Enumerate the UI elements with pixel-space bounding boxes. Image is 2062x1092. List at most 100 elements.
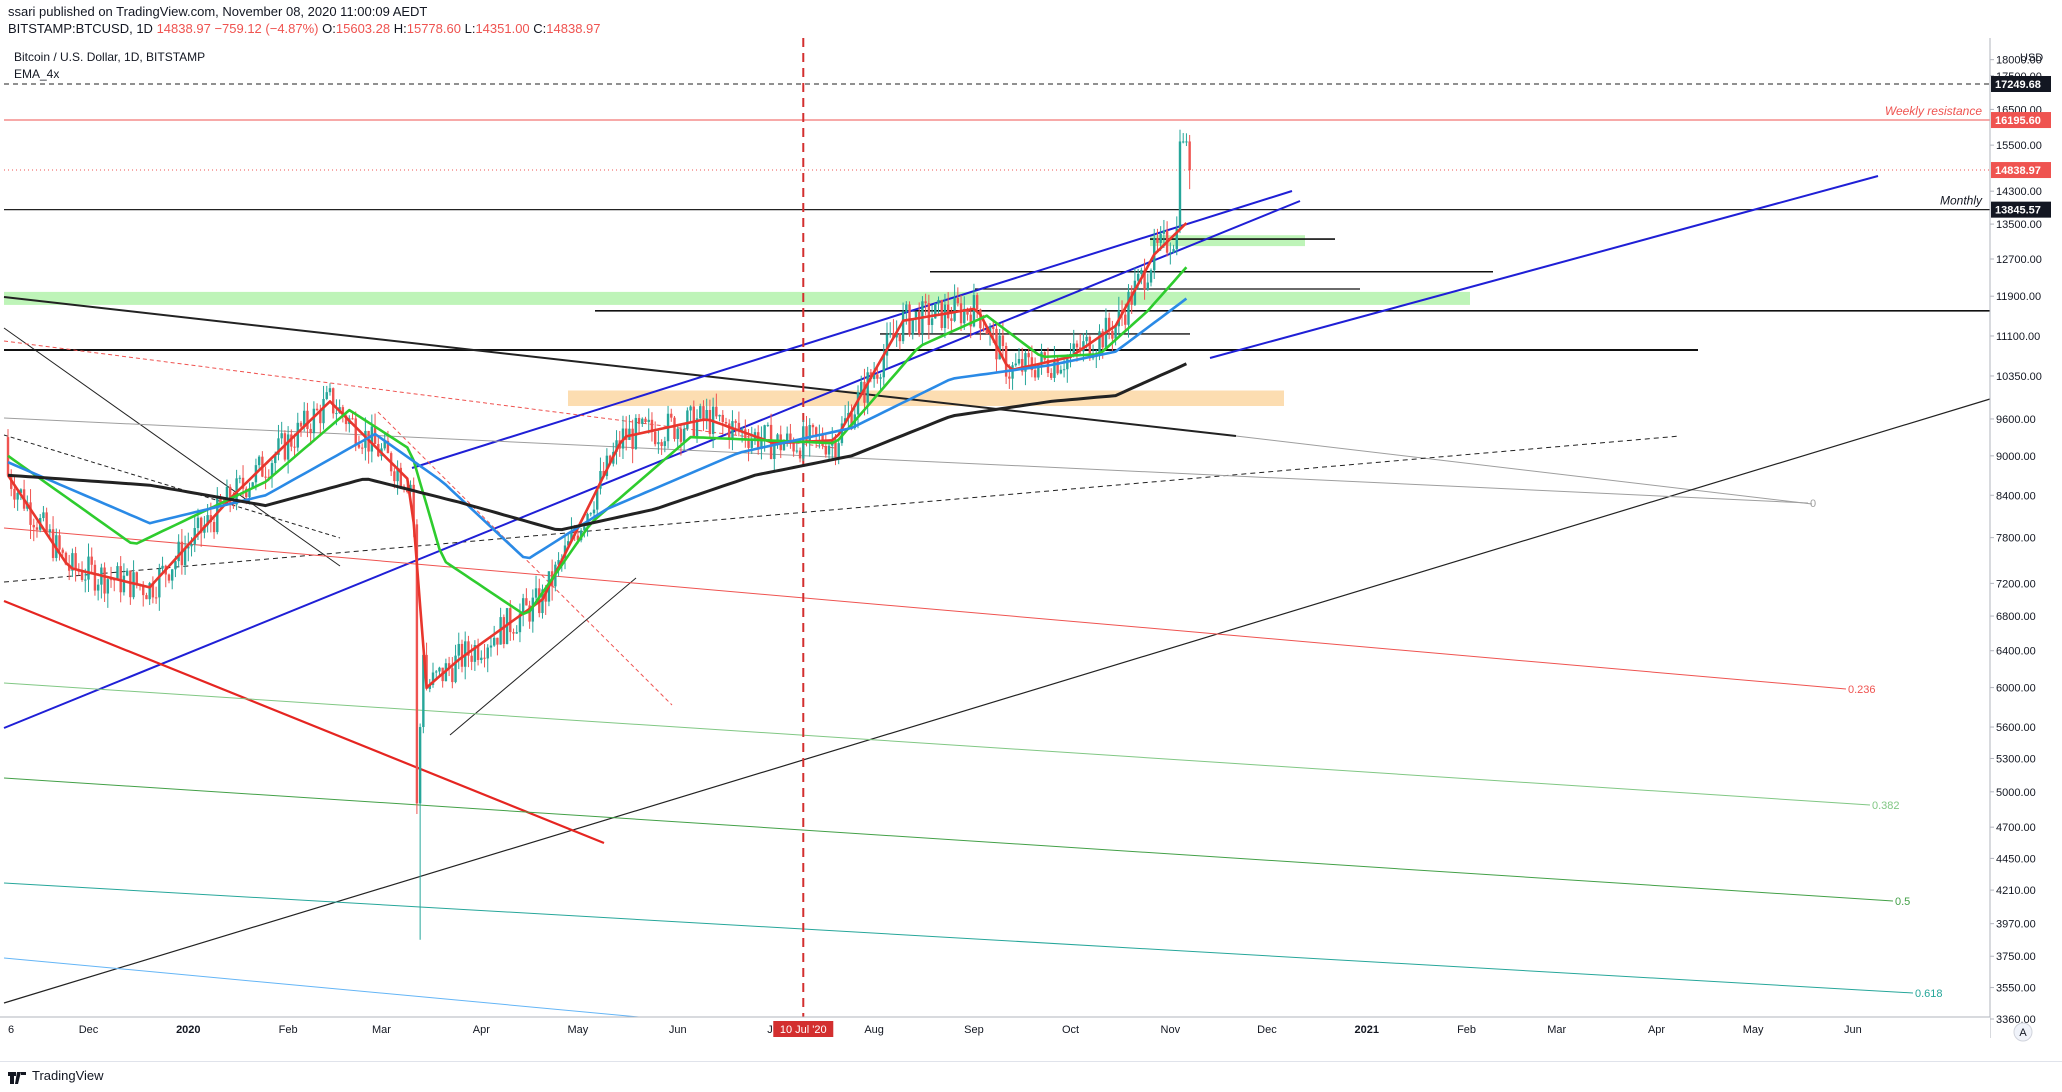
candle-body <box>71 553 74 571</box>
candle-body <box>943 304 947 328</box>
candle-body <box>992 327 995 329</box>
price-badge <box>1991 201 2051 218</box>
candle-body <box>383 440 386 449</box>
candle-body <box>422 654 425 728</box>
candle-body <box>998 335 1001 360</box>
y-tick-label: 5300.00 <box>1996 753 2036 765</box>
high-label: H: <box>393 21 407 36</box>
candle-body <box>502 617 506 645</box>
fib-line-3 <box>3 777 1894 902</box>
chart-frame[interactable]: 0 0.236 0.382 0.5 0.618 Weekly resistance Mont… <box>0 38 2062 1061</box>
candle-body <box>1075 343 1079 348</box>
candle-body <box>1178 141 1182 229</box>
candle-body <box>190 544 193 547</box>
y-tick-label: 14300.00 <box>1996 186 2042 198</box>
candle-body <box>489 645 493 648</box>
y-tick-label: 3550.00 <box>1996 983 2036 995</box>
candle-body <box>286 434 290 460</box>
candle-body <box>473 645 477 662</box>
candle-body <box>567 541 570 546</box>
candle-body <box>518 613 522 633</box>
x-tick-label: Oct <box>1062 1024 1079 1036</box>
candle-body <box>64 552 68 565</box>
candle-body <box>135 572 138 585</box>
currency-label: USD <box>2020 52 2043 64</box>
y-tick-label: 6400.00 <box>1996 646 2036 658</box>
candle-body <box>161 565 164 569</box>
y-tick-label: 11900.00 <box>1996 291 2041 303</box>
candle-body <box>889 333 892 335</box>
candle-body <box>454 655 457 683</box>
candle-body <box>167 574 171 581</box>
candle-body <box>264 476 267 478</box>
candle-body <box>653 431 657 445</box>
candle-body <box>93 564 97 591</box>
y-tick-label: 4700.00 <box>1996 822 2036 834</box>
candle-body <box>1072 343 1075 354</box>
descending-dashed-line <box>3 434 341 539</box>
candle-body <box>344 415 348 425</box>
blue-channel-extension <box>1209 175 1879 359</box>
candle-body <box>827 445 831 455</box>
candle-body <box>151 583 155 598</box>
candle-body <box>1001 335 1005 346</box>
candle-body <box>158 568 161 598</box>
candle-body <box>1169 252 1172 254</box>
candle-body <box>911 318 914 335</box>
candle-body <box>872 374 876 380</box>
candle-body <box>1136 273 1140 281</box>
candle-body <box>927 303 931 325</box>
candle-body <box>953 297 956 321</box>
candle-body <box>721 414 724 423</box>
candle-body <box>679 428 683 442</box>
candle-body <box>605 455 609 477</box>
candle-body <box>492 637 496 646</box>
candle-body <box>1114 326 1117 339</box>
candle-body <box>1053 359 1056 378</box>
price-chart[interactable]: 0 0.236 0.382 0.5 0.618 Weekly resistance Mont… <box>0 38 2062 1061</box>
candle-body <box>837 443 840 458</box>
candle-body <box>1085 336 1088 342</box>
candle-body <box>914 311 918 319</box>
candle-body <box>1088 336 1092 359</box>
candle-body <box>647 419 650 423</box>
candle-body <box>451 668 454 683</box>
candle-body <box>631 428 634 450</box>
candle-body <box>950 318 953 321</box>
candle-body <box>728 423 731 440</box>
auto-scale-button[interactable] <box>2013 1022 2033 1042</box>
candles-layer <box>6 129 1191 940</box>
spacer <box>4 593 810 722</box>
candle-body <box>1030 357 1034 371</box>
candle-body <box>975 295 979 310</box>
candle-body <box>811 424 815 428</box>
y-tick-label: 6800.00 <box>1996 611 2036 623</box>
candle-body <box>142 585 145 596</box>
candle-body <box>541 589 544 614</box>
candle-body <box>966 308 969 315</box>
candle-body <box>428 684 431 689</box>
candle-body <box>447 663 451 669</box>
price-badge <box>1991 112 2051 129</box>
candle-body <box>557 560 560 565</box>
y-tick-label: 7200.00 <box>1996 578 2036 590</box>
candle-body <box>1182 141 1185 143</box>
candle-body <box>1159 233 1162 243</box>
candle-body <box>212 521 216 533</box>
candle-body <box>657 442 660 445</box>
date-marker-label: 10 Jul '20 <box>780 1024 827 1036</box>
candle-body <box>718 414 721 417</box>
candle-body <box>29 502 32 525</box>
series-ema_red <box>6 222 1188 689</box>
candle-body <box>74 553 77 570</box>
tradingview-logo-icon <box>8 1072 26 1084</box>
candle-body <box>1062 369 1066 371</box>
last-price: 14838.97 <box>156 21 211 36</box>
candle-body <box>322 398 325 424</box>
candle-body <box>776 434 779 445</box>
candle-body <box>1143 269 1146 290</box>
candle-body <box>1008 376 1011 379</box>
candle-body <box>682 428 686 442</box>
price-badge <box>1991 162 2051 179</box>
candle-body <box>1146 282 1149 290</box>
